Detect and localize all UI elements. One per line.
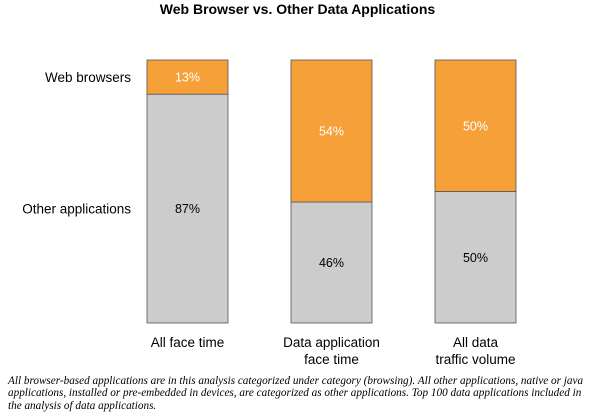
bar-web-browsers-3 <box>434 59 517 192</box>
legend-web-browsers: Web browsers <box>45 70 131 85</box>
category-label-1: All face time <box>151 335 225 350</box>
category-label-3-line-1: All data <box>453 335 499 350</box>
data-label-web-browsers-3: 50% <box>463 119 488 133</box>
data-label-web-browsers-2: 54% <box>319 125 344 139</box>
legend-group: Other applications Web browsers <box>22 70 131 217</box>
bar-web-browsers-2 <box>290 59 373 203</box>
data-label-other-applications-2: 46% <box>319 256 344 270</box>
footnote: All browser-based applications are in th… <box>8 375 584 412</box>
category-label-2-line-1: Data application <box>283 335 380 350</box>
bar-labels-group: 87% 13% 46% 54% 50% 50% <box>175 71 488 270</box>
chart-title: Web Browser vs. Other Data Applications <box>159 1 436 17</box>
category-label-3-line-2: traffic volume <box>435 352 515 367</box>
bar-other-applications-1 <box>146 93 229 324</box>
stacked-bar-chart: 87% 13% 46% 54% 50% 50% Other applications Web… <box>22 59 517 367</box>
category-labels-group: All face time Data application face time Al… <box>151 335 516 367</box>
data-label-other-applications-1: 87% <box>175 202 200 216</box>
bars-group <box>146 59 517 324</box>
legend-other-applications: Other applications <box>22 202 131 217</box>
bar-other-applications-2 <box>290 201 373 324</box>
data-label-other-applications-3: 50% <box>463 251 488 265</box>
data-label-web-browsers-1: 13% <box>175 71 200 85</box>
bar-web-browsers-1 <box>146 59 229 95</box>
category-label-2-line-2: face time <box>304 352 359 367</box>
